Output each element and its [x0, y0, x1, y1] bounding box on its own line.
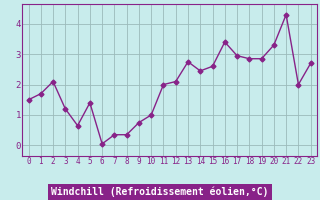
Text: Windchill (Refroidissement éolien,°C): Windchill (Refroidissement éolien,°C) — [51, 187, 269, 197]
